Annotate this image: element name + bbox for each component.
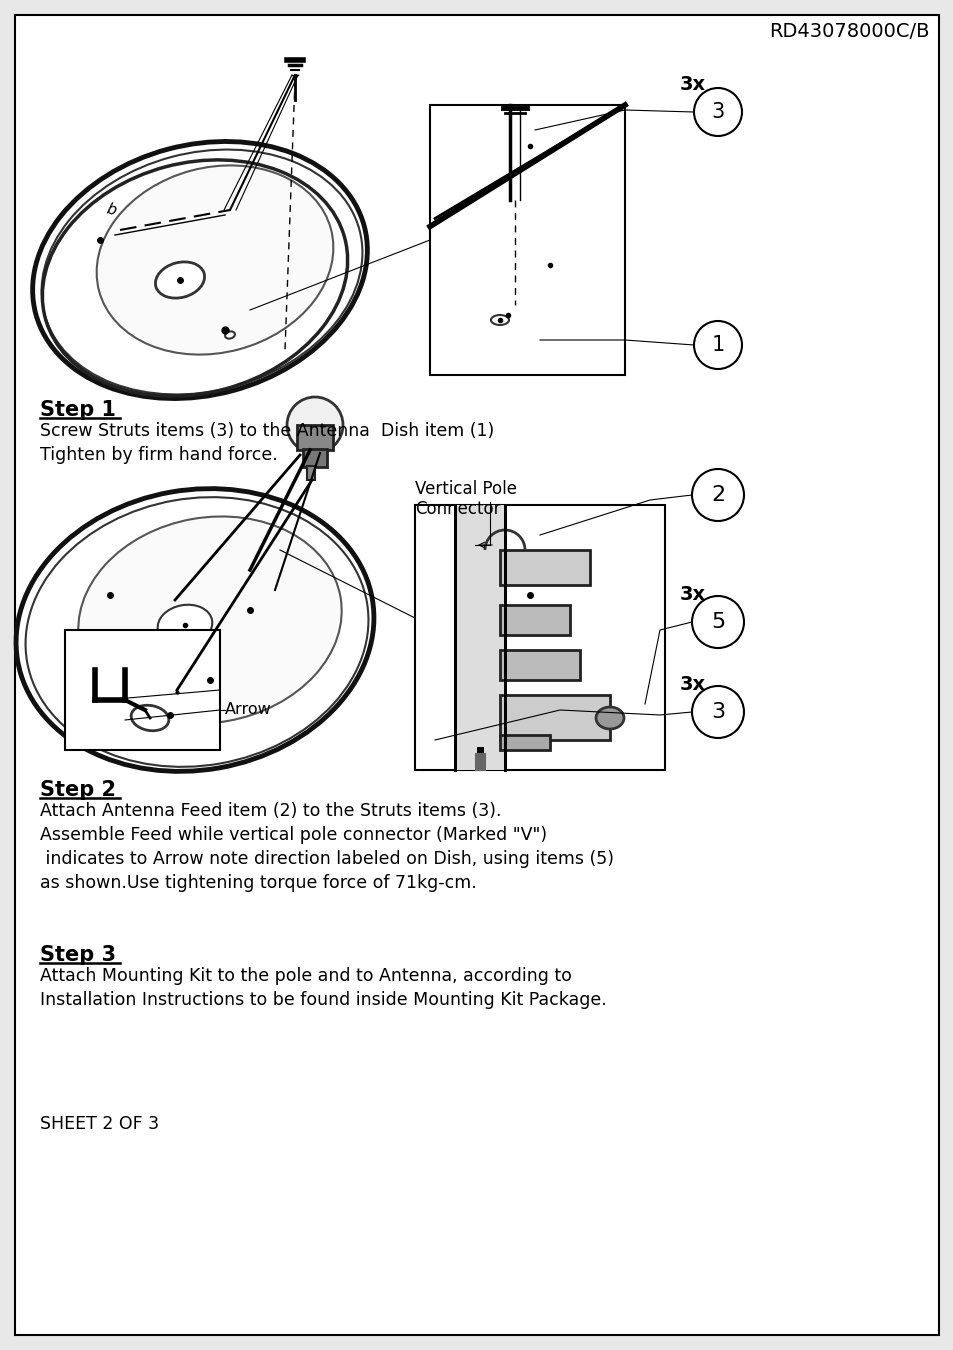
Text: Connector: Connector [415,500,500,518]
Bar [499,605,569,634]
Circle shape [691,595,743,648]
Circle shape [691,686,743,738]
Circle shape [169,684,185,701]
Bar [430,105,624,375]
Ellipse shape [157,605,213,645]
Bar [65,630,220,751]
Text: 5: 5 [710,612,724,632]
Text: Vertical Pole: Vertical Pole [415,481,517,498]
Ellipse shape [96,166,333,355]
Text: Attach Mounting Kit to the pole and to Antenna, according to: Attach Mounting Kit to the pole and to A… [40,967,571,985]
Circle shape [691,468,743,521]
Text: 3x: 3x [679,586,705,605]
Text: Step 3: Step 3 [40,945,116,965]
Bar [499,649,579,680]
Ellipse shape [596,707,623,729]
Text: Installation Instructions to be found inside Mounting Kit Package.: Installation Instructions to be found in… [40,991,606,1008]
Text: 3x: 3x [679,675,705,694]
Text: SHEET 2 OF 3: SHEET 2 OF 3 [40,1115,159,1133]
Bar [307,466,314,481]
Ellipse shape [491,315,509,325]
Circle shape [693,321,741,369]
Bar [303,450,327,467]
Bar [499,549,589,585]
Bar [415,505,664,769]
Ellipse shape [225,331,234,339]
Bar [455,505,504,769]
Circle shape [693,88,741,136]
Text: 1: 1 [711,335,724,355]
Text: Arrow: Arrow [225,702,272,717]
Text: b: b [105,201,118,217]
Text: 3x: 3x [679,76,705,95]
Text: indicates to Arrow note direction labeled on Dish, using items (5): indicates to Arrow note direction labele… [40,850,614,868]
Text: as shown.Use tightening torque force of 71kg-cm.: as shown.Use tightening torque force of … [40,873,476,892]
Bar [499,695,609,740]
Text: Tighten by firm hand force.: Tighten by firm hand force. [40,446,277,464]
Text: 2: 2 [710,485,724,505]
Text: 3: 3 [711,103,724,122]
Ellipse shape [139,637,161,652]
Ellipse shape [78,517,341,724]
Text: Screw Struts items (3) to the Antenna  Dish item (1): Screw Struts items (3) to the Antenna Di… [40,423,494,440]
Text: RD43078000C/B: RD43078000C/B [769,22,929,40]
Text: 3: 3 [710,702,724,722]
Ellipse shape [155,262,204,298]
Bar [499,734,550,751]
Bar [296,425,333,450]
Circle shape [287,397,343,454]
Text: Step 2: Step 2 [40,780,116,801]
Text: Step 1: Step 1 [40,400,116,420]
Text: Assemble Feed while vertical pole connector (Marked "V"): Assemble Feed while vertical pole connec… [40,826,547,844]
Text: Attach Antenna Feed item (2) to the Struts items (3).: Attach Antenna Feed item (2) to the Stru… [40,802,501,819]
